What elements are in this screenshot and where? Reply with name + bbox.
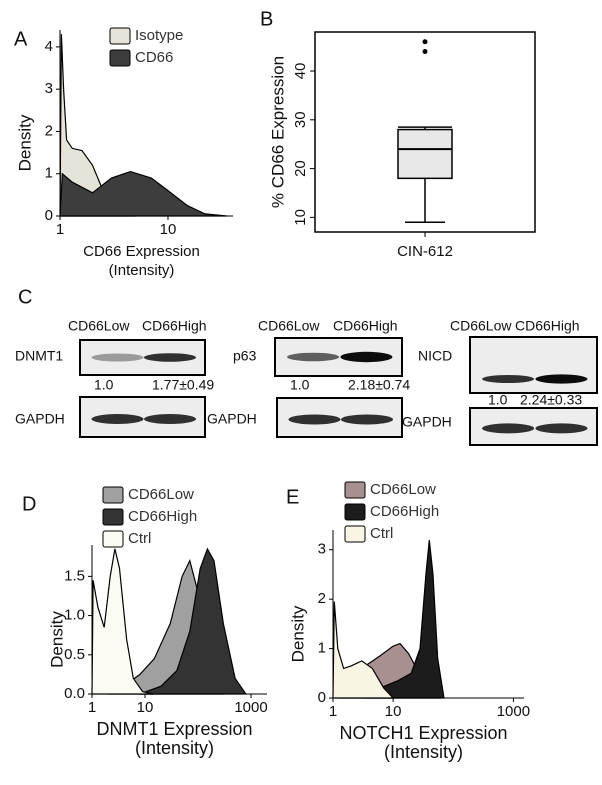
density-area [139,547,248,695]
y-axis-label: Density [288,605,307,662]
quantification: 1.0 [290,377,310,393]
x-tick-label: 1000 [234,699,267,716]
blot-band [91,414,144,424]
quantification: 2.18±0.74 [348,377,410,393]
legend-swatch [109,49,131,67]
blot-band [340,351,393,363]
y-tick-label: 3 [45,80,53,97]
blot-band [341,414,393,425]
y-tick-label: 0 [45,207,53,224]
blot-band [535,374,588,384]
y-tick-label: 30 [292,111,309,128]
panel-label: C [18,286,32,308]
y-tick-label: 10 [292,209,309,226]
x-axis-label: CD66 Expression [83,243,200,260]
y-tick-label: 1 [45,165,53,182]
legend-label: Isotype [135,27,183,44]
loading-label: GAPDH [15,411,65,427]
legend-swatch [102,508,124,526]
x-tick-label: 1 [56,221,64,238]
blot-band [91,353,144,362]
box [397,128,453,180]
x-tick-label: 10 [385,703,402,720]
density-area [91,548,153,695]
density-area [59,170,227,217]
blot-target: DNMT1 [15,348,63,364]
loading-label: GAPDH [402,414,452,430]
lane-label: CD66Low [258,318,320,334]
y-tick-label: 1.0 [64,607,85,624]
y-tick-label: 1.5 [64,567,85,584]
legend-label: CD66 [135,49,173,66]
blot-band [144,353,196,362]
x-tick-label: 10 [160,221,177,238]
x-tick-label: 10 [137,699,154,716]
y-tick-label: 20 [292,160,309,177]
blot-band [288,414,341,425]
x-axis-label: (Intensity) [109,262,175,279]
y-tick-label: 3 [318,541,326,558]
y-tick-label: 0.5 [64,646,85,663]
legend-swatch [344,503,366,521]
loading-label: GAPDH [207,411,257,427]
panel-label: D [22,493,36,515]
quantification: 2.24±0.33 [520,392,582,408]
y-tick-label: 0 [318,689,326,706]
lane-label: CD66High [142,318,207,334]
legend-label: Ctrl [370,525,393,542]
y-axis-label: Density [47,611,66,668]
panel-label: E [286,486,299,508]
blot-frame [469,336,598,394]
y-axis-label: Density [15,114,34,171]
blot-band [535,423,588,434]
x-tick-label: CIN-612 [397,243,453,260]
legend-swatch [109,27,131,45]
density-area [361,539,445,699]
x-tick-label: 1000 [497,703,530,720]
x-tick-label: 1 [88,699,96,716]
y-tick-label: 0.0 [64,685,85,702]
legend-swatch [344,481,366,499]
density-area [332,601,395,699]
lane-label: CD66High [333,318,398,334]
y-tick-label: 2 [318,590,326,607]
blot-band [482,423,535,434]
legend-label: CD66High [370,503,439,520]
lane-label: CD66Low [450,318,512,334]
lane-label: CD66High [515,318,580,334]
quantification: 1.0 [488,392,508,408]
x-axis-label: (Intensity) [384,742,463,762]
x-tick-label: 1 [329,703,337,720]
quantification: 1.0 [94,377,114,393]
legend-swatch [344,525,366,543]
legend-label: CD66Low [370,481,436,498]
outlier [422,39,428,45]
x-axis-label: DNMT1 Expression [96,719,252,739]
x-axis-label: (Intensity) [135,738,214,758]
legend-label: CD66High [128,508,197,525]
quantification: 1.77±0.49 [152,377,214,393]
blot-band [144,414,196,424]
blot-target: p63 [233,348,257,364]
legend-label: Ctrl [128,530,151,547]
lane-label: CD66Low [68,318,130,334]
panel-label: A [14,28,28,50]
panel-label: B [260,8,273,30]
outlier [422,49,428,55]
legend-swatch [102,530,124,548]
y-tick-label: 4 [45,38,53,55]
blot-band [482,375,535,383]
y-tick-label: 40 [292,63,309,80]
y-tick-label: 1 [318,640,326,657]
x-axis-label: NOTCH1 Expression [339,723,507,743]
legend-label: CD66Low [128,486,194,503]
blot-target: NICD [418,348,452,364]
legend-swatch [102,486,124,504]
y-tick-label: 2 [45,122,53,139]
y-axis-label: % CD66 Expression [268,56,287,208]
blot-band [287,352,340,362]
